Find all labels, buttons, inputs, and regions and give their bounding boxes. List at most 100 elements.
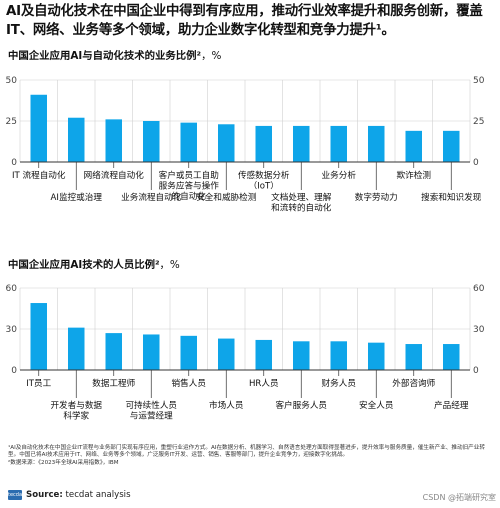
staff-xlabel-10: 外部咨询师 xyxy=(392,377,435,389)
staff-bar-9 xyxy=(368,342,385,370)
biz-xlabel-8-line-0: 业务分析 xyxy=(322,169,357,181)
source-text: tecdat analysis xyxy=(65,490,131,500)
biz-ytick-right-1: 25 xyxy=(473,117,484,127)
tecdat-logo: tecdat xyxy=(8,490,24,500)
staff-xlabel-5-line-0: 市场人员 xyxy=(209,399,244,411)
chart-title-staff-text: 中国企业应用AI技术的人员比例² xyxy=(8,259,160,271)
biz-xlabel-8: 业务分析 xyxy=(322,169,357,181)
staff-xlabel-0: IT员工 xyxy=(26,378,51,389)
chart-unit-staff: ，% xyxy=(159,259,180,271)
staff-xlabel-3-line-0: 可持续性人员 xyxy=(125,399,177,411)
staff-bar-6 xyxy=(255,339,272,370)
biz-xlabel-0: IT 流程自动化 xyxy=(12,169,66,181)
biz-xlabel-4-line-0: 客户或员工自助 xyxy=(159,169,219,181)
staff-ytick-right-1: 30 xyxy=(473,325,485,335)
biz-xlabel-1: AI监控或治理 xyxy=(51,191,103,203)
chart-title-business-text: 中国企业应用AI与自动化技术的业务比例² xyxy=(8,50,202,62)
staff-ytick-right-0: 0 xyxy=(473,366,479,376)
biz-bar-10 xyxy=(405,130,422,162)
chart-unit-business: ，% xyxy=(201,50,222,62)
biz-bar-2 xyxy=(105,119,122,162)
biz-xlabel-6: 传感数据分析（IoT） xyxy=(238,169,290,192)
biz-xlabel-3: 业务流程自动化 xyxy=(121,191,182,203)
biz-xlabel-9-line-0: 数字劳动力 xyxy=(355,191,398,203)
biz-bar-7 xyxy=(293,125,310,162)
biz-xlabel-11-line-0: 搜索和知识发现 xyxy=(421,191,482,203)
biz-bar-1 xyxy=(68,117,85,162)
staff-xlabel-6-line-0: HR人员 xyxy=(249,378,279,389)
staff-xlabel-6: HR人员 xyxy=(249,378,279,389)
biz-bar-3 xyxy=(143,121,160,162)
staff-xlabel-7-line-0: 客户服务人员 xyxy=(275,399,327,411)
staff-xlabel-2-line-0: 数据工程师 xyxy=(92,377,135,389)
biz-bar-11 xyxy=(443,130,460,162)
staff-xlabel-11-line-0: 产品经理 xyxy=(434,399,469,411)
biz-xlabel-5-line-0: 安全和威胁检测 xyxy=(196,191,256,203)
biz-ytick-left-2: 50 xyxy=(6,76,18,86)
biz-xlabel-1-line-0: AI监控或治理 xyxy=(51,191,103,203)
staff-bar-3 xyxy=(143,334,160,370)
source-line: tecdat Source: tecdat analysis xyxy=(8,490,131,500)
watermark: CSDN @拓端研究室 xyxy=(422,493,496,502)
biz-xlabel-10: 欺诈检测 xyxy=(397,169,431,181)
biz-xlabel-7-line-1: 和流转的自动化 xyxy=(271,202,332,214)
staff-ytick-right-2: 60 xyxy=(473,284,485,294)
biz-xlabel-7-line-0: 文档处理、理解 xyxy=(271,191,332,203)
staff-xlabel-1-line-0: 开发者与数据 xyxy=(50,399,102,411)
staff-ytick-left-2: 60 xyxy=(6,284,18,294)
biz-xlabel-4-line-2: 的自动化 xyxy=(172,190,207,202)
biz-xlabel-3-line-0: 业务流程自动化 xyxy=(121,191,182,203)
staff-bar-1 xyxy=(68,327,85,370)
headline: AI及自动化技术在中国企业中得到有序应用，推动行业效率提升和服务创新，覆盖IT、… xyxy=(6,4,483,38)
staff-xlabel-9-line-0: 安全人员 xyxy=(359,399,394,411)
staff-xlabel-8-line-0: 财务人员 xyxy=(322,377,357,389)
staff-bar-11 xyxy=(443,344,460,370)
staff-xlabel-9: 安全人员 xyxy=(359,399,394,411)
staff-ytick-left-0: 0 xyxy=(11,366,17,376)
staff-xlabel-1: 开发者与数据科学家 xyxy=(50,399,102,422)
staff-xlabel-4: 销售人员 xyxy=(172,377,207,389)
biz-bar-9 xyxy=(368,125,385,162)
footnote-2: ²数据来源：《2023年全球AI采用指数》，IBM xyxy=(8,459,119,466)
biz-xlabel-0-line-0: IT 流程自动化 xyxy=(12,169,66,181)
staff-xlabel-3: 可持续性人员与运营经理 xyxy=(125,399,177,422)
biz-xlabel-4-line-1: 服务应答与操作 xyxy=(159,180,220,192)
biz-xlabel-6-line-0: 传感数据分析 xyxy=(238,169,290,181)
staff-bar-5 xyxy=(218,338,235,370)
biz-xlabel-10-line-0: 欺诈检测 xyxy=(397,169,431,181)
biz-xlabel-2: 网络流程自动化 xyxy=(84,169,145,181)
biz-xlabel-6-line-1: （IoT） xyxy=(249,181,279,192)
biz-ytick-right-0: 0 xyxy=(473,158,479,168)
biz-bar-8 xyxy=(330,125,347,162)
staff-xlabel-11: 产品经理 xyxy=(434,399,469,411)
staff-xlabel-8: 财务人员 xyxy=(322,377,357,389)
source-label: Source: xyxy=(26,490,63,500)
staff-xlabel-4-line-0: 销售人员 xyxy=(172,377,207,389)
staff-xlabel-1-line-1: 科学家 xyxy=(63,410,89,422)
biz-xlabel-5: 安全和威胁检测 xyxy=(196,191,256,203)
staff-xlabel-2: 数据工程师 xyxy=(92,377,135,389)
biz-ytick-left-1: 25 xyxy=(6,117,17,127)
staff-xlabel-3-line-1: 与运营经理 xyxy=(130,410,173,422)
chart-title-staff: 中国企业应用AI技术的人员比例²，% xyxy=(8,256,180,271)
biz-xlabel-9: 数字劳动力 xyxy=(355,191,398,203)
biz-xlabel-7: 文档处理、理解和流转的自动化 xyxy=(271,191,332,214)
staff-xlabel-5: 市场人员 xyxy=(209,399,244,411)
staff-bar-0 xyxy=(30,303,47,370)
staff-bar-2 xyxy=(105,333,122,370)
biz-bar-4 xyxy=(180,122,197,162)
staff-bar-4 xyxy=(180,335,197,370)
staff-xlabel-10-line-0: 外部咨询师 xyxy=(392,377,435,389)
staff-bar-10 xyxy=(405,344,422,370)
footnotes: ¹AI及自动化技术在中国企业IT流程与业务部门实现有序应用，重塑行业运作方式。A… xyxy=(8,445,496,467)
biz-ytick-right-2: 50 xyxy=(473,76,485,86)
biz-ytick-left-0: 0 xyxy=(11,158,17,168)
biz-xlabel-11: 搜索和知识发现 xyxy=(421,191,482,203)
chart-title-business: 中国企业应用AI与自动化技术的业务比例²，% xyxy=(8,47,221,62)
staff-bar-7 xyxy=(293,341,310,370)
biz-xlabel-2-line-0: 网络流程自动化 xyxy=(84,169,145,181)
staff-xlabel-0-line-0: IT员工 xyxy=(26,378,51,389)
biz-bar-5 xyxy=(218,124,235,162)
